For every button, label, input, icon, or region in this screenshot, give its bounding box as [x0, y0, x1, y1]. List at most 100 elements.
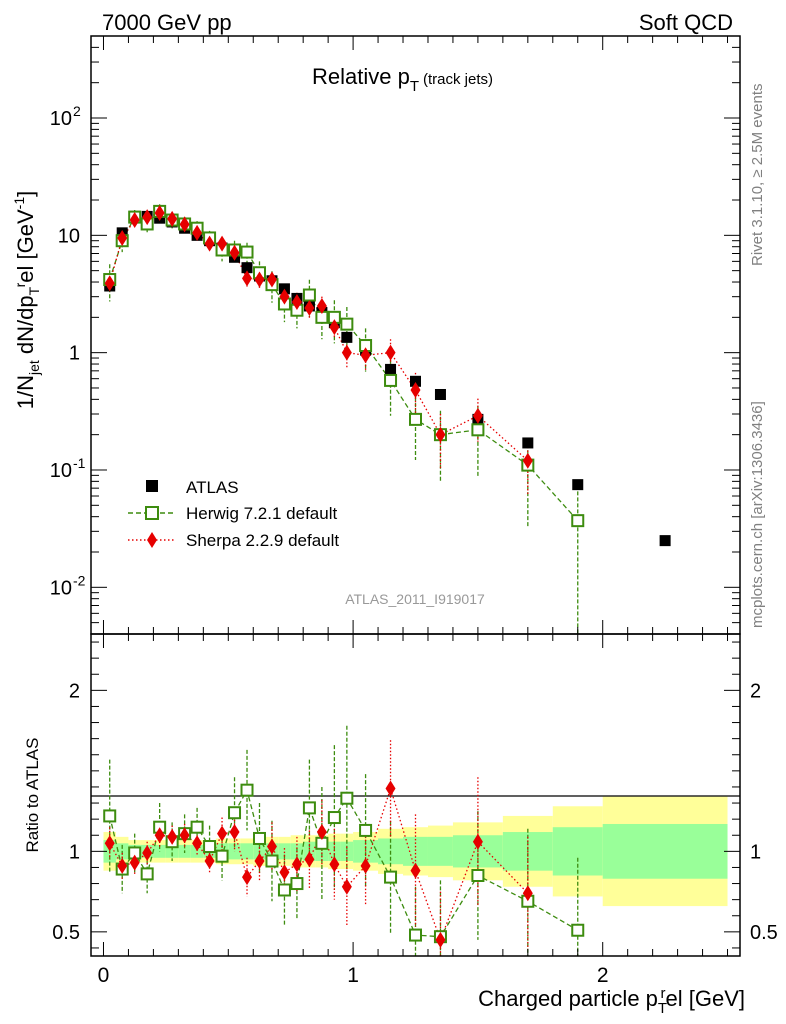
x-tick-label: 1	[347, 964, 359, 987]
ratio-sherpa-point	[142, 844, 153, 861]
atlas-point	[341, 331, 353, 343]
sherpa-point	[316, 297, 327, 314]
ratio-band-inner	[403, 836, 428, 866]
sherpa-point	[266, 271, 277, 288]
ratio-sherpa-point	[316, 824, 327, 841]
ratio-sherpa-line	[109, 786, 529, 942]
sherpa-point	[341, 344, 352, 361]
ratio-sherpa-point	[204, 853, 215, 870]
sherpa-point	[129, 212, 140, 229]
ratio-sherpa-point	[385, 780, 396, 797]
ratio-ylabel: Ratio to ATLAS	[23, 738, 42, 853]
ratio-herwig-point	[252, 831, 266, 845]
ratio-sherpa-point	[229, 824, 240, 841]
main-title-suffix: (track jets)	[423, 71, 493, 88]
side-text-rivet: Rivet 3.1.10, ≥ 2.5M events	[749, 84, 766, 267]
main-ylabel-e: r	[12, 282, 28, 287]
sherpa-point	[472, 407, 483, 424]
sherpa-point	[329, 319, 340, 336]
ratio-sherpa-point	[279, 864, 290, 881]
herwig-point	[571, 514, 585, 528]
ratio-herwig-point	[240, 783, 254, 797]
legend-sherpa-label: Sherpa 2.2.9 default	[186, 531, 339, 550]
analysis-id: ATLAS_2011_I919017	[345, 591, 485, 607]
ratio-sherpa-point	[179, 827, 190, 844]
x-axis-label-b: T	[658, 1000, 667, 1017]
ratio-sherpa-point	[410, 862, 421, 879]
legend-atlas-label: ATLAS	[186, 478, 239, 497]
sherpa-point	[435, 426, 446, 443]
sherpa-point	[254, 271, 265, 288]
x-axis-label-c: r	[661, 985, 666, 1002]
ratio-sherpa-point	[242, 869, 253, 886]
ratio-sherpa-point	[254, 853, 265, 870]
sherpa-point	[204, 235, 215, 252]
ratio-sherpa-point	[472, 833, 483, 850]
atlas-point	[434, 388, 446, 400]
herwig-point	[471, 423, 485, 437]
ratio-herwig-point	[302, 801, 316, 815]
x-tick-label: 2	[597, 964, 609, 987]
legend: ATLAS Herwig 7.2.1 default Sherpa 2.2.9 …	[128, 478, 339, 550]
main-ylabel-a: 1/N	[13, 375, 38, 409]
ratio-panel-frame	[90, 633, 741, 957]
ratio-panel-series	[103, 725, 585, 956]
sherpa-point	[167, 210, 178, 227]
sherpa-point	[142, 209, 153, 226]
ratio-sherpa-point	[329, 856, 340, 873]
sherpa-point	[104, 275, 115, 292]
herwig-point	[384, 373, 398, 387]
ratio-band-inner	[240, 843, 254, 860]
herwig-point	[340, 317, 354, 331]
x-axis-label: Charged particle pTrel [GeV]	[478, 985, 745, 1017]
atlas-point	[385, 363, 397, 375]
x-axis-label-a: Charged particle p	[478, 986, 658, 1011]
main-title-prefix: Relative p	[312, 64, 410, 89]
ratio-sherpa-point	[304, 851, 315, 868]
main-y-tick-label: 10	[50, 460, 72, 482]
legend-sherpa-marker	[147, 532, 157, 548]
sherpa-point	[229, 244, 240, 261]
atlas-point	[522, 437, 534, 449]
main-ylabel-f: el [GeV	[13, 209, 38, 283]
ratio-sherpa-point	[291, 856, 302, 873]
ratio-herwig-point	[327, 811, 341, 825]
ratio-herwig-point	[384, 870, 398, 884]
sherpa-line	[109, 212, 529, 462]
herwig-point	[409, 412, 422, 426]
main-ylabel-h: ]	[13, 191, 38, 197]
x-tick-label: 0	[98, 964, 110, 987]
ratio-herwig-point	[103, 809, 117, 823]
atlas-point	[241, 262, 253, 274]
main-ylabel: 1/Njet dN/dpTrel [GeV-1]	[11, 191, 42, 410]
ratio-herwig-point	[140, 867, 154, 881]
herwig-point	[302, 288, 316, 302]
ratio-herwig-point	[265, 854, 279, 868]
sherpa-point	[242, 270, 253, 287]
atlas-point	[572, 479, 584, 491]
ratio-sherpa-point	[341, 878, 352, 895]
ratio-sherpa-point	[192, 835, 203, 852]
ratio-band-inner	[190, 844, 204, 858]
ratio-herwig-point	[290, 877, 304, 891]
main-ylabel-c: dN/dp	[13, 295, 38, 360]
herwig-point	[240, 245, 254, 259]
sherpa-point	[304, 300, 315, 317]
header-left: 7000 GeV pp	[102, 10, 232, 35]
sherpa-point	[279, 288, 290, 305]
ratio-band-inner	[602, 823, 728, 879]
ratio-sherpa-point	[360, 857, 371, 874]
legend-atlas-marker	[146, 480, 158, 492]
ratio-sherpa-point	[522, 885, 533, 902]
ratio-sherpa-point	[266, 838, 277, 855]
ratio-sherpa-point	[104, 835, 115, 852]
main-ylabel-g: -1	[11, 197, 27, 210]
ratio-y-tick-label: 0.5	[52, 922, 80, 944]
main-y-tick-label: 1	[69, 343, 80, 365]
ratio-y-tick-label-right: 2	[750, 680, 761, 702]
ratio-herwig-point	[409, 928, 422, 942]
ratio-herwig-point	[471, 869, 485, 882]
main-y-tick-label: 10	[58, 225, 80, 247]
